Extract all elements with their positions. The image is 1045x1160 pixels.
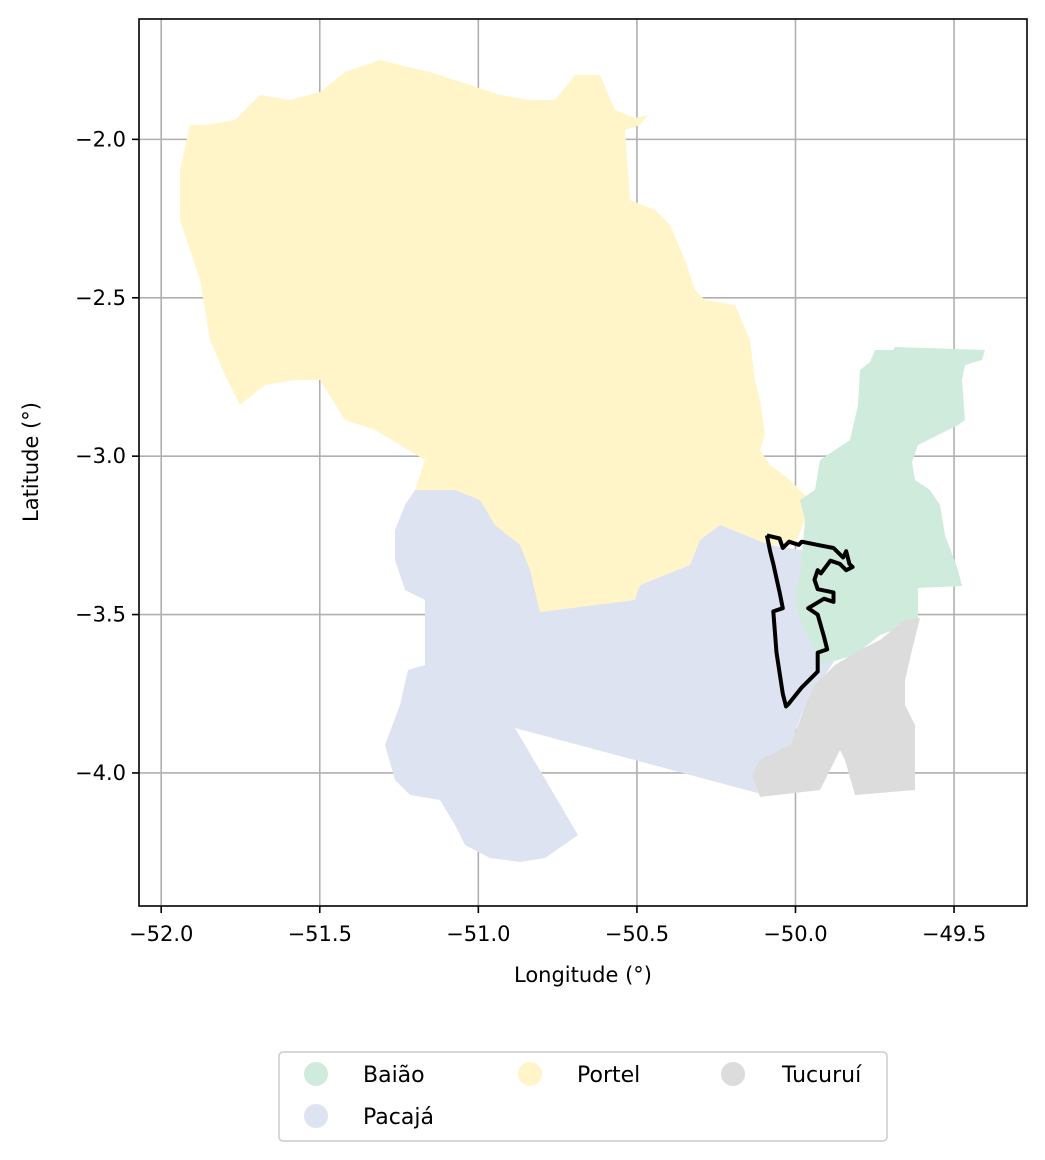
y-tick-label: −3.0 [75,444,126,468]
x-tick-label: −49.5 [922,922,986,946]
y-axis-label: Latitude (°) [19,402,43,522]
legend-label-tucurui: Tucuruí [781,1063,862,1088]
region-baiao [795,347,985,665]
x-tick-label: −51.5 [288,922,352,946]
region-pacaja [385,490,855,862]
legend-marker-pacaja [304,1104,328,1128]
axes-frame [138,18,1028,907]
legend-label-portel: Portel [577,1063,640,1088]
y-axis-ticks: −2.0 −2.5 −3.0 −3.5 −4.0 [75,127,139,785]
x-axis-label: Longitude (°) [514,963,652,987]
legend-item-portel: Portel [518,1062,640,1088]
y-tick-label: −3.5 [75,603,126,627]
legend-label-baiao: Baião [363,1063,425,1088]
legend-marker-portel [518,1062,542,1086]
study-area-outline [764,533,855,709]
legend-item-tucurui: Tucuruí [721,1062,862,1088]
legend-marker-tucurui [721,1062,745,1086]
x-tick-label: −51.0 [446,922,510,946]
regions-layer [180,60,985,862]
region-portel [180,60,810,612]
legend-item-baiao: Baião [304,1062,425,1088]
legend-item-pacaja: Pacajá [304,1104,434,1130]
x-tick-label: −52.0 [129,922,193,946]
legend-label-pacaja: Pacajá [363,1105,434,1130]
x-tick-label: −50.0 [763,922,827,946]
y-tick-label: −2.5 [75,286,126,310]
region-tucurui [752,618,920,797]
legend-marker-baiao [304,1062,328,1086]
y-tick-label: −2.0 [75,127,126,151]
y-tick-label: −4.0 [75,761,126,785]
legend: Baião Pacajá Portel Tucuruí [278,1051,888,1142]
x-axis-ticks: −52.0 −51.5 −51.0 −50.5 −50.0 −49.5 [129,906,986,946]
x-tick-label: −50.5 [605,922,669,946]
